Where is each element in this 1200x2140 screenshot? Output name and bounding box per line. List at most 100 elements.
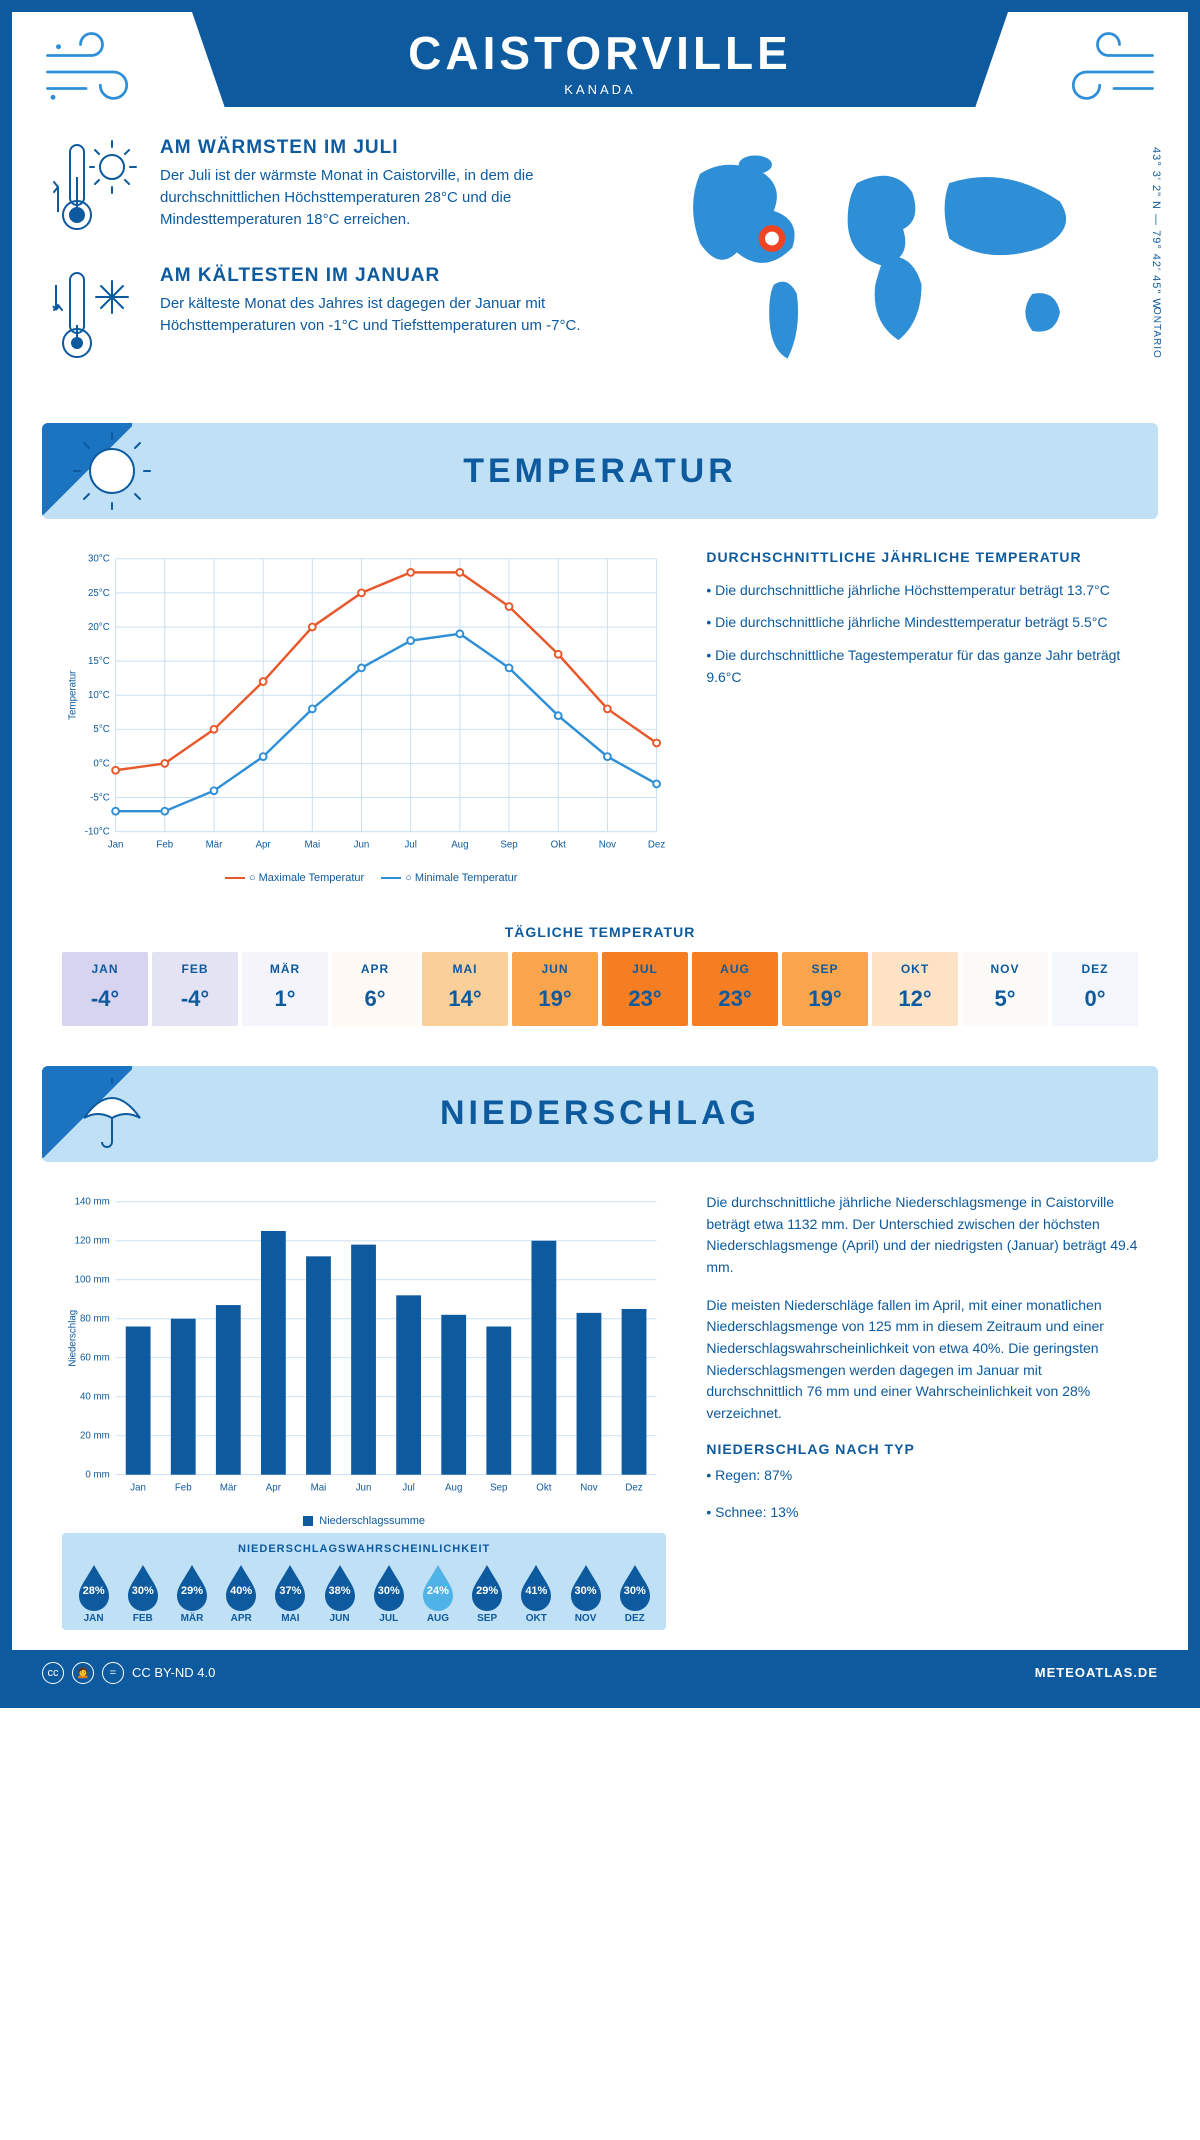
svg-text:Dez: Dez bbox=[625, 1482, 642, 1493]
precip-drop: 30% JUL bbox=[365, 1563, 412, 1624]
precip-drop: 28% JAN bbox=[70, 1563, 117, 1624]
coldest-title: AM KÄLTESTEN IM JANUAR bbox=[160, 265, 610, 287]
region-label: ONTARIO bbox=[1151, 307, 1162, 359]
precip-drop: 29% MÄR bbox=[168, 1563, 215, 1624]
temp-cell: DEZ0° bbox=[1052, 952, 1138, 1026]
svg-text:Okt: Okt bbox=[536, 1482, 551, 1493]
umbrella-icon bbox=[72, 1074, 152, 1154]
coordinates: 43° 3' 2" N — 79° 42' 45" W bbox=[1150, 147, 1162, 310]
precip-drop: 38% JUN bbox=[316, 1563, 363, 1624]
temp-cell: OKT12° bbox=[872, 952, 958, 1026]
svg-text:Jun: Jun bbox=[354, 839, 370, 850]
svg-text:40 mm: 40 mm bbox=[80, 1392, 110, 1403]
svg-text:20 mm: 20 mm bbox=[80, 1431, 110, 1442]
svg-text:Jun: Jun bbox=[356, 1482, 372, 1493]
city-name: CAISTORVILLE bbox=[192, 26, 1008, 80]
temp-cell: SEP19° bbox=[782, 952, 868, 1026]
svg-text:Jan: Jan bbox=[108, 839, 124, 850]
temp-bullet: • Die durchschnittliche jährliche Mindes… bbox=[706, 611, 1138, 633]
footer: cc 🙍 = CC BY-ND 4.0 METEOATLAS.DE bbox=[12, 1650, 1188, 1696]
svg-text:Jan: Jan bbox=[130, 1482, 146, 1493]
svg-text:Feb: Feb bbox=[175, 1482, 192, 1493]
svg-text:Sep: Sep bbox=[490, 1482, 507, 1493]
svg-text:Okt: Okt bbox=[551, 839, 566, 850]
precip-drop: 30% FEB bbox=[119, 1563, 166, 1624]
temp-legend: ○ Maximale Temperatur ○ Minimale Tempera… bbox=[62, 872, 666, 884]
title-banner: CAISTORVILLE KANADA bbox=[192, 12, 1008, 107]
temp-cell: AUG23° bbox=[692, 952, 778, 1026]
precip-drop: 41% OKT bbox=[513, 1563, 560, 1624]
warmest-title: AM WÄRMSTEN IM JULI bbox=[160, 137, 610, 159]
svg-text:Apr: Apr bbox=[256, 839, 272, 850]
location-marker bbox=[762, 228, 782, 248]
svg-text:30°C: 30°C bbox=[88, 554, 110, 565]
svg-text:Mär: Mär bbox=[206, 839, 224, 850]
temp-cell: MAI14° bbox=[422, 952, 508, 1026]
svg-text:100 mm: 100 mm bbox=[75, 1275, 110, 1286]
thermometer-sun-icon bbox=[52, 137, 142, 237]
coldest-fact: AM KÄLTESTEN IM JANUAR Der kälteste Mona… bbox=[52, 265, 610, 365]
temperature-header: TEMPERATUR bbox=[42, 423, 1158, 519]
svg-text:Nov: Nov bbox=[580, 1482, 597, 1493]
svg-text:0°C: 0°C bbox=[93, 758, 109, 769]
world-map bbox=[640, 137, 1148, 377]
svg-text:Nov: Nov bbox=[599, 839, 616, 850]
svg-text:Dez: Dez bbox=[648, 839, 665, 850]
temp-bullet: • Die durchschnittliche Tagestemperatur … bbox=[706, 644, 1138, 689]
precip-probability-box: NIEDERSCHLAGSWAHRSCHEINLICHKEIT 28% JAN … bbox=[62, 1533, 666, 1630]
temp-cell: NOV5° bbox=[962, 952, 1048, 1026]
svg-text:Mär: Mär bbox=[220, 1482, 238, 1493]
coldest-text: Der kälteste Monat des Jahres ist dagege… bbox=[160, 293, 610, 337]
precip-drop: 24% AUG bbox=[414, 1563, 461, 1624]
svg-text:25°C: 25°C bbox=[88, 588, 110, 599]
svg-text:Mai: Mai bbox=[311, 1482, 327, 1493]
warmest-fact: AM WÄRMSTEN IM JULI Der Juli ist der wär… bbox=[52, 137, 610, 237]
svg-text:Niederschlag: Niederschlag bbox=[68, 1310, 79, 1367]
svg-text:140 mm: 140 mm bbox=[75, 1197, 110, 1208]
precip-para: Die meisten Niederschläge fallen im Apri… bbox=[706, 1295, 1138, 1425]
country-name: KANADA bbox=[192, 82, 1008, 97]
temp-cell: FEB-4° bbox=[152, 952, 238, 1026]
svg-text:60 mm: 60 mm bbox=[80, 1353, 110, 1364]
precip-drop: 29% SEP bbox=[464, 1563, 511, 1624]
cc-icon: cc bbox=[42, 1662, 64, 1684]
warmest-text: Der Juli ist der wärmste Monat in Caisto… bbox=[160, 165, 610, 230]
svg-text:Sep: Sep bbox=[500, 839, 517, 850]
svg-text:5°C: 5°C bbox=[93, 724, 109, 735]
svg-text:Aug: Aug bbox=[445, 1482, 462, 1493]
daily-temp-title: TÄGLICHE TEMPERATUR bbox=[12, 924, 1188, 940]
site-name: METEOATLAS.DE bbox=[1035, 1665, 1158, 1680]
temp-cell: MÄR1° bbox=[242, 952, 328, 1026]
svg-text:120 mm: 120 mm bbox=[75, 1236, 110, 1247]
svg-text:-10°C: -10°C bbox=[85, 827, 110, 838]
wind-icon bbox=[42, 32, 152, 112]
temp-cell: APR6° bbox=[332, 952, 418, 1026]
temperature-chart: -10°C-5°C0°C5°C10°C15°C20°C25°C30°CJanFe… bbox=[62, 549, 666, 884]
precip-para: Die durchschnittliche jährliche Niedersc… bbox=[706, 1192, 1138, 1279]
temp-bullet: • Die durchschnittliche jährliche Höchst… bbox=[706, 579, 1138, 601]
svg-text:-5°C: -5°C bbox=[90, 792, 110, 803]
svg-text:Feb: Feb bbox=[156, 839, 173, 850]
license-text: CC BY-ND 4.0 bbox=[132, 1665, 215, 1680]
precipitation-title: NIEDERSCHLAG bbox=[42, 1094, 1158, 1133]
svg-text:15°C: 15°C bbox=[88, 656, 110, 667]
by-icon: 🙍 bbox=[72, 1662, 94, 1684]
temp-cell: JAN-4° bbox=[62, 952, 148, 1026]
temperature-title: TEMPERATUR bbox=[42, 452, 1158, 491]
nd-icon: = bbox=[102, 1662, 124, 1684]
svg-text:0 mm: 0 mm bbox=[85, 1469, 109, 1480]
svg-text:10°C: 10°C bbox=[88, 690, 110, 701]
svg-text:Apr: Apr bbox=[266, 1482, 282, 1493]
sun-icon bbox=[72, 431, 152, 511]
temp-cell: JUN19° bbox=[512, 952, 598, 1026]
svg-text:80 mm: 80 mm bbox=[80, 1314, 110, 1325]
precip-type-bullet: • Regen: 87% bbox=[706, 1465, 1138, 1487]
daily-temp-grid: JAN-4°FEB-4°MÄR1°APR6°MAI14°JUN19°JUL23°… bbox=[12, 952, 1188, 1056]
precip-drop: 37% MAI bbox=[267, 1563, 314, 1624]
precip-type-title: NIEDERSCHLAG NACH TYP bbox=[706, 1441, 1138, 1457]
svg-text:Jul: Jul bbox=[402, 1482, 414, 1493]
svg-text:Temperatur: Temperatur bbox=[68, 670, 79, 720]
precip-drop: 30% NOV bbox=[562, 1563, 609, 1624]
svg-text:Aug: Aug bbox=[451, 839, 468, 850]
precip-type-bullet: • Schnee: 13% bbox=[706, 1502, 1138, 1524]
